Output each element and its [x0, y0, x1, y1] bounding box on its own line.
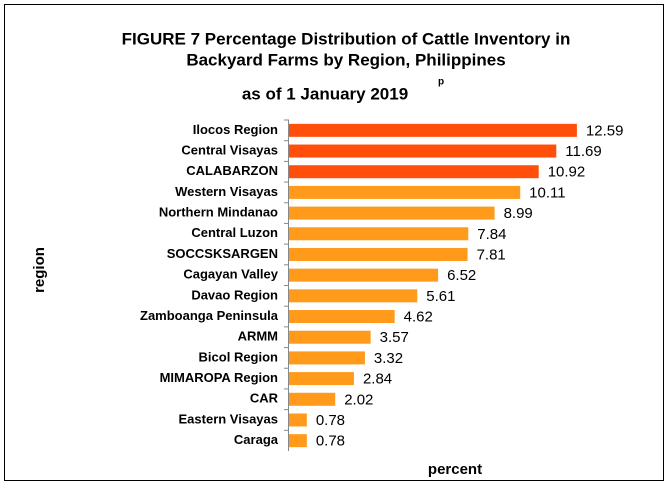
y-tick-label: Caraga [234, 432, 279, 447]
bar [289, 123, 577, 137]
bar [289, 330, 371, 344]
y-tick-label: CAR [250, 391, 279, 406]
bar [289, 289, 418, 303]
y-tick-label: MIMAROPA Region [160, 370, 278, 385]
value-label: 12.59 [586, 122, 624, 139]
bar [289, 247, 468, 261]
chart-title: FIGURE 7 Percentage Distribution of Catt… [122, 29, 571, 48]
subtitle-superscript: p [438, 77, 444, 88]
value-label: 10.11 [529, 184, 565, 201]
y-tick-label: Eastern Visayas [179, 411, 279, 426]
bar [289, 144, 557, 158]
y-tick-label: Bicol Region [199, 349, 279, 364]
y-tick-label: Central Visayas [181, 142, 278, 157]
value-label: 2.02 [344, 391, 373, 408]
bar [289, 351, 365, 365]
value-label: 3.57 [380, 329, 409, 346]
bar [289, 206, 495, 220]
y-tick-label: Northern Mindanao [159, 205, 278, 220]
value-label: 10.92 [548, 164, 586, 181]
y-tick-label: Zamboanga Peninsula [140, 308, 279, 323]
bar [289, 185, 521, 199]
y-tick-label: Western Visayas [175, 184, 278, 199]
chart-border [4, 4, 664, 481]
value-label: 2.84 [363, 371, 392, 388]
value-label: 11.69 [565, 143, 601, 160]
value-label: 7.81 [477, 246, 506, 263]
chart-title: Backyard Farms by Region, Philippines [186, 50, 505, 69]
bar [289, 392, 336, 406]
y-tick-label: Ilocos Region [193, 122, 278, 137]
value-label: 0.78 [316, 433, 345, 450]
bar [289, 227, 469, 241]
value-label: 6.52 [447, 267, 476, 284]
value-label: 0.78 [316, 412, 345, 429]
y-tick-label: SOCCSKSARGEN [167, 246, 278, 261]
y-tick-label: CALABARZON [186, 163, 278, 178]
value-label: 8.99 [504, 205, 533, 222]
value-label: 5.61 [426, 288, 455, 305]
y-tick-label: Davao Region [191, 287, 278, 302]
y-tick-label: Central Luzon [191, 225, 278, 240]
bar [289, 310, 395, 324]
value-label: 4.62 [404, 309, 433, 326]
bar [289, 372, 354, 386]
bar [289, 165, 539, 179]
y-tick-label: Cagayan Valley [183, 267, 278, 282]
value-label: 7.84 [477, 226, 506, 243]
y-axis-label: region [31, 247, 48, 293]
x-axis-label: percent [428, 461, 482, 478]
value-label: 3.32 [374, 350, 403, 367]
bar [289, 434, 307, 448]
bar [289, 268, 439, 282]
y-tick-label: ARMM [238, 329, 278, 344]
bar [289, 413, 307, 427]
chart-subtitle: as of 1 January 2019 [242, 84, 408, 103]
